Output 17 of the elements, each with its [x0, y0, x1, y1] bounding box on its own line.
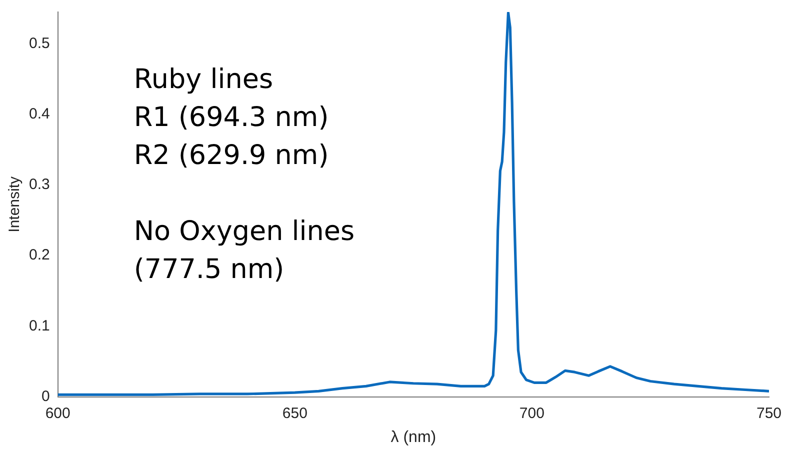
y-tick-label: 0.3 — [28, 176, 50, 194]
y-tick-label: 0.4 — [28, 106, 50, 123]
annotation: R2 (629.9 nm) — [134, 140, 329, 171]
x-tick-label: 750 — [756, 404, 782, 422]
y-tick-label: 0.1 — [28, 317, 50, 334]
x-tick-label: 600 — [45, 404, 70, 422]
annotation: (777.5 nm) — [134, 254, 284, 285]
annotation: R1 (694.3 nm) — [134, 102, 329, 133]
x-axis-title: λ (nm) — [390, 428, 436, 446]
annotation: No Oxygen lines — [134, 216, 355, 247]
y-axis-title: Intensity — [6, 176, 24, 232]
y-tick-label: 0 — [42, 388, 50, 405]
x-tick-label: 650 — [282, 404, 308, 422]
x-tick-label: 700 — [519, 404, 544, 422]
y-tick-label: 0.2 — [28, 246, 50, 264]
y-tick-label: 0.5 — [28, 34, 50, 52]
annotation: Ruby lines — [134, 64, 274, 95]
